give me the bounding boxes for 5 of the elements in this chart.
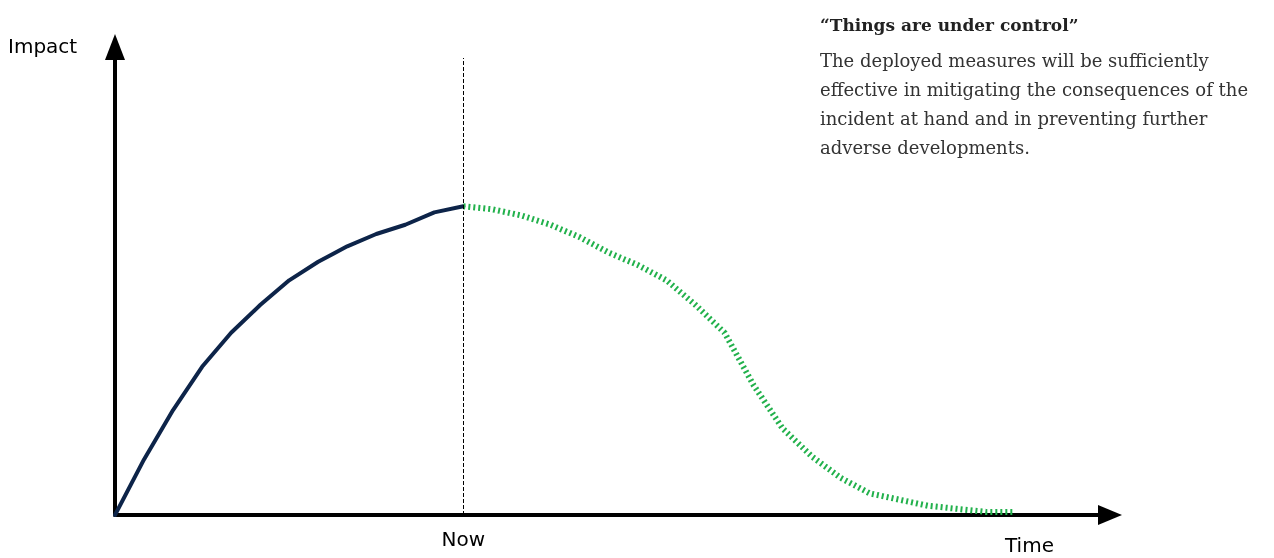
chart-title: “Things are under control” <box>820 14 1079 35</box>
text: The deployed measures will be sufficiently effective in mitigating the consequences of the incident at hand and in preventing further adverse developments. <box>820 50 1254 158</box>
text: Impact <box>8 34 78 58</box>
text: Now <box>441 527 486 551</box>
x-axis-title: Time <box>1004 533 1054 557</box>
